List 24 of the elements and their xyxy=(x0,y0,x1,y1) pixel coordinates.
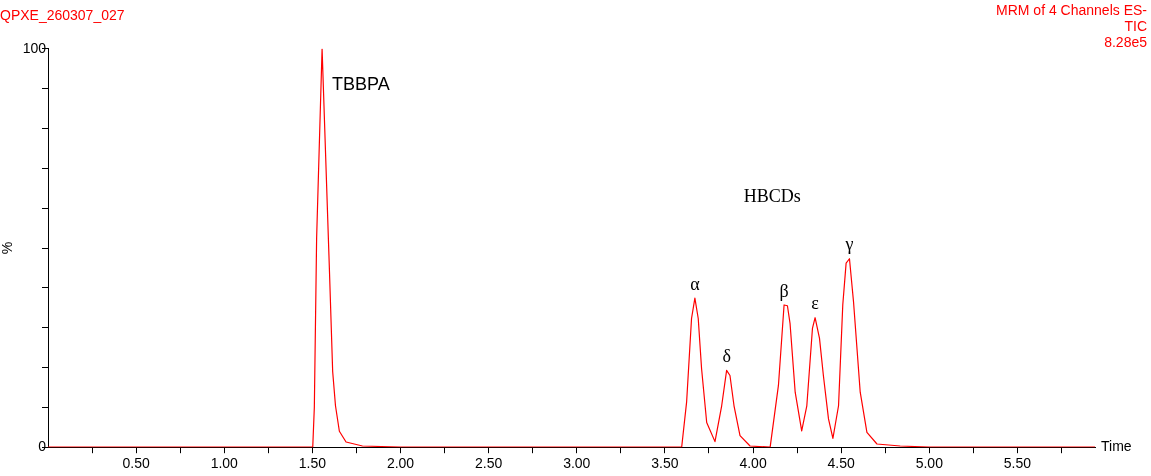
annotation: ε xyxy=(811,293,820,314)
x-tick-label: 5.00 xyxy=(915,455,944,472)
x-tick-label: 3.00 xyxy=(563,455,591,472)
x-tick-label: 0.50 xyxy=(122,455,150,472)
chart-title: QPXE_260307_027 xyxy=(0,7,125,24)
annotation: β xyxy=(779,280,789,301)
x-tick-label: 1.50 xyxy=(298,455,327,472)
x-tick-label: 2.50 xyxy=(475,455,503,472)
annotation: γ xyxy=(844,234,854,255)
x-tick-label: 4.00 xyxy=(739,455,767,472)
annotation: δ xyxy=(722,346,731,367)
x-tick-label: 5.50 xyxy=(1003,455,1032,472)
x-tick-label: 3.50 xyxy=(651,455,679,472)
annotation: TBBPA xyxy=(332,73,390,94)
annotation: α xyxy=(690,273,701,294)
x-tick-label: 2.00 xyxy=(386,455,415,472)
x-axis-title: Time xyxy=(1101,438,1132,455)
chart-subtitle: MRM of 4 Channels ES- TIC 8.28e5 xyxy=(996,1,1148,50)
x-tick-label: 1.00 xyxy=(210,455,239,472)
y-tick-label: 0 xyxy=(38,438,47,455)
y-tick-label: 100 xyxy=(22,39,47,56)
x-tick-label: 4.50 xyxy=(827,455,856,472)
annotation: HBCDs xyxy=(743,186,801,207)
y-axis-title: % xyxy=(0,241,16,255)
